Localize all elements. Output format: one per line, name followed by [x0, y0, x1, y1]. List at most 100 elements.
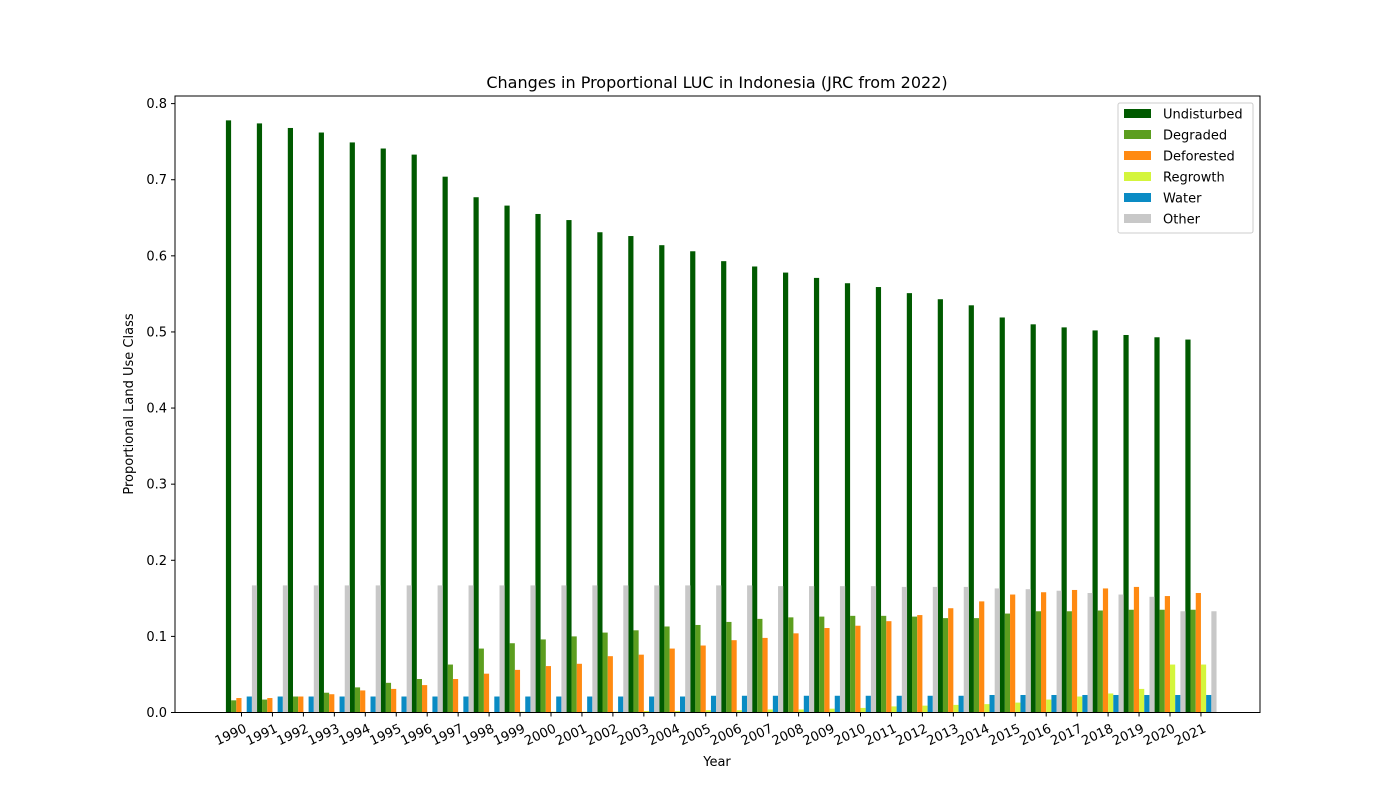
bar-other-1996 — [437, 585, 443, 713]
bar-deforested-2012 — [917, 615, 923, 713]
bar-other-1994 — [375, 585, 381, 713]
bar-other-2020 — [1180, 611, 1186, 713]
bar-other-2002 — [623, 585, 629, 713]
bar-deforested-2010 — [855, 625, 861, 713]
bar-degraded-2003 — [633, 630, 639, 713]
bar-deforested-2016 — [1041, 592, 1047, 713]
bar-degraded-2015 — [1004, 613, 1011, 713]
bar-water-2019 — [1144, 694, 1150, 713]
bar-other-2011 — [901, 586, 908, 713]
bar-degraded-2007 — [757, 618, 763, 713]
bar-regrowth-2008 — [798, 709, 804, 713]
y-tick-label: 0.4 — [146, 402, 167, 417]
bar-other-2012 — [932, 586, 938, 713]
bar-undisturbed-1995 — [380, 148, 386, 713]
bar-deforested-2006 — [731, 640, 737, 713]
bar-regrowth-2003 — [643, 710, 650, 713]
plot-frame — [174, 95, 1261, 713]
legend-swatch-deforested — [1124, 151, 1151, 160]
legend-swatch-degraded — [1124, 130, 1151, 139]
x-axis-title: Year — [702, 755, 731, 770]
bar-other-1995 — [406, 585, 412, 713]
bar-other-2019 — [1149, 596, 1155, 713]
bar-undisturbed-1997 — [442, 176, 448, 713]
y-tick-label: 0.5 — [146, 325, 167, 340]
bar-water-1993 — [339, 696, 345, 713]
bar-other-2014 — [994, 588, 1000, 713]
bar-other-2001 — [592, 585, 598, 713]
bar-undisturbed-2004 — [659, 245, 665, 713]
bar-degraded-1999 — [509, 643, 515, 713]
bar-water-2006 — [741, 695, 748, 713]
bar-deforested-1998 — [483, 673, 490, 713]
bar-other-2010 — [870, 586, 877, 713]
bar-regrowth-2015 — [1015, 702, 1021, 713]
bar-deforested-2013 — [948, 608, 954, 713]
legend-swatch-regrowth — [1124, 172, 1151, 181]
bar-deforested-1994 — [360, 690, 366, 713]
bar-regrowth-2016 — [1046, 699, 1052, 713]
bar-degraded-2009 — [819, 616, 825, 713]
bar-deforested-2000 — [545, 666, 551, 713]
bar-regrowth-2007 — [767, 709, 773, 713]
bar-undisturbed-2003 — [628, 236, 634, 713]
y-tick-label: 0.6 — [146, 249, 167, 264]
bar-undisturbed-2002 — [597, 232, 603, 713]
bar-other-1991 — [282, 585, 289, 713]
bar-deforested-2020 — [1164, 596, 1170, 713]
bar-degraded-2006 — [726, 621, 732, 713]
chart-title: Changes in Proportional LUC in Indonesia… — [486, 73, 947, 92]
legend: Undisturbed Degraded Deforested Regrowth Wat… — [1117, 102, 1254, 234]
bar-undisturbed-1998 — [473, 197, 479, 713]
bar-undisturbed-2006 — [721, 261, 727, 713]
bar-degraded-2008 — [788, 617, 794, 713]
legend-label-degraded: Degraded — [1163, 129, 1227, 144]
bar-deforested-2018 — [1102, 588, 1109, 713]
bar-undisturbed-2010 — [844, 283, 851, 713]
bar-other-2006 — [747, 585, 753, 713]
bar-water-1999 — [525, 696, 531, 713]
bar-deforested-2003 — [638, 654, 644, 713]
bar-undisturbed-1999 — [504, 205, 510, 713]
bar-deforested-1990 — [236, 698, 242, 713]
bar-degraded-1992 — [293, 696, 299, 713]
y-axis-title: Proportional Land Use Class — [122, 313, 137, 494]
bar-water-1997 — [463, 696, 469, 713]
bar-regrowth-2018 — [1108, 693, 1114, 713]
legend-label-undisturbed: Undisturbed — [1163, 108, 1243, 123]
bar-degraded-2014 — [973, 618, 980, 713]
bar-other-2017 — [1087, 593, 1093, 713]
bar-degraded-2002 — [602, 632, 608, 713]
bar-other-2007 — [778, 586, 784, 713]
bar-undisturbed-2011 — [875, 287, 882, 713]
bar-regrowth-2012 — [922, 705, 928, 713]
bar-water-2010 — [865, 695, 871, 713]
bar-undisturbed-2016 — [1030, 324, 1036, 713]
bar-undisturbed-2015 — [999, 317, 1005, 713]
bar-other-1998 — [499, 585, 505, 713]
x-axis: 1990199119921993199419951996199719981999… — [213, 712, 1209, 749]
bar-deforested-1999 — [514, 669, 521, 713]
bar-water-2008 — [803, 695, 809, 713]
bar-other-1993 — [344, 585, 350, 713]
bar-deforested-1992 — [298, 696, 304, 713]
bar-water-2003 — [649, 696, 655, 713]
bar-deforested-2011 — [886, 621, 892, 713]
bar-undisturbed-1993 — [318, 132, 324, 713]
bar-deforested-1995 — [391, 688, 397, 713]
bar-water-2016 — [1051, 694, 1057, 713]
bar-deforested-2021 — [1195, 593, 1201, 713]
bar-water-2017 — [1082, 694, 1088, 713]
bar-water-2012 — [927, 695, 933, 713]
bar-deforested-1996 — [422, 685, 428, 713]
bar-other-2015 — [1025, 589, 1031, 713]
legend-swatch-undisturbed — [1124, 109, 1151, 118]
bar-water-1991 — [277, 696, 283, 713]
bar-other-2013 — [963, 586, 969, 713]
bar-deforested-2019 — [1133, 586, 1140, 713]
bar-water-2013 — [958, 695, 964, 713]
bar-deforested-1997 — [452, 679, 459, 713]
bar-degraded-2018 — [1097, 610, 1103, 713]
y-axis: 0.0 0.1 0.2 0.3 0.4 0.5 0.6 0.7 0.8 — [146, 97, 175, 721]
